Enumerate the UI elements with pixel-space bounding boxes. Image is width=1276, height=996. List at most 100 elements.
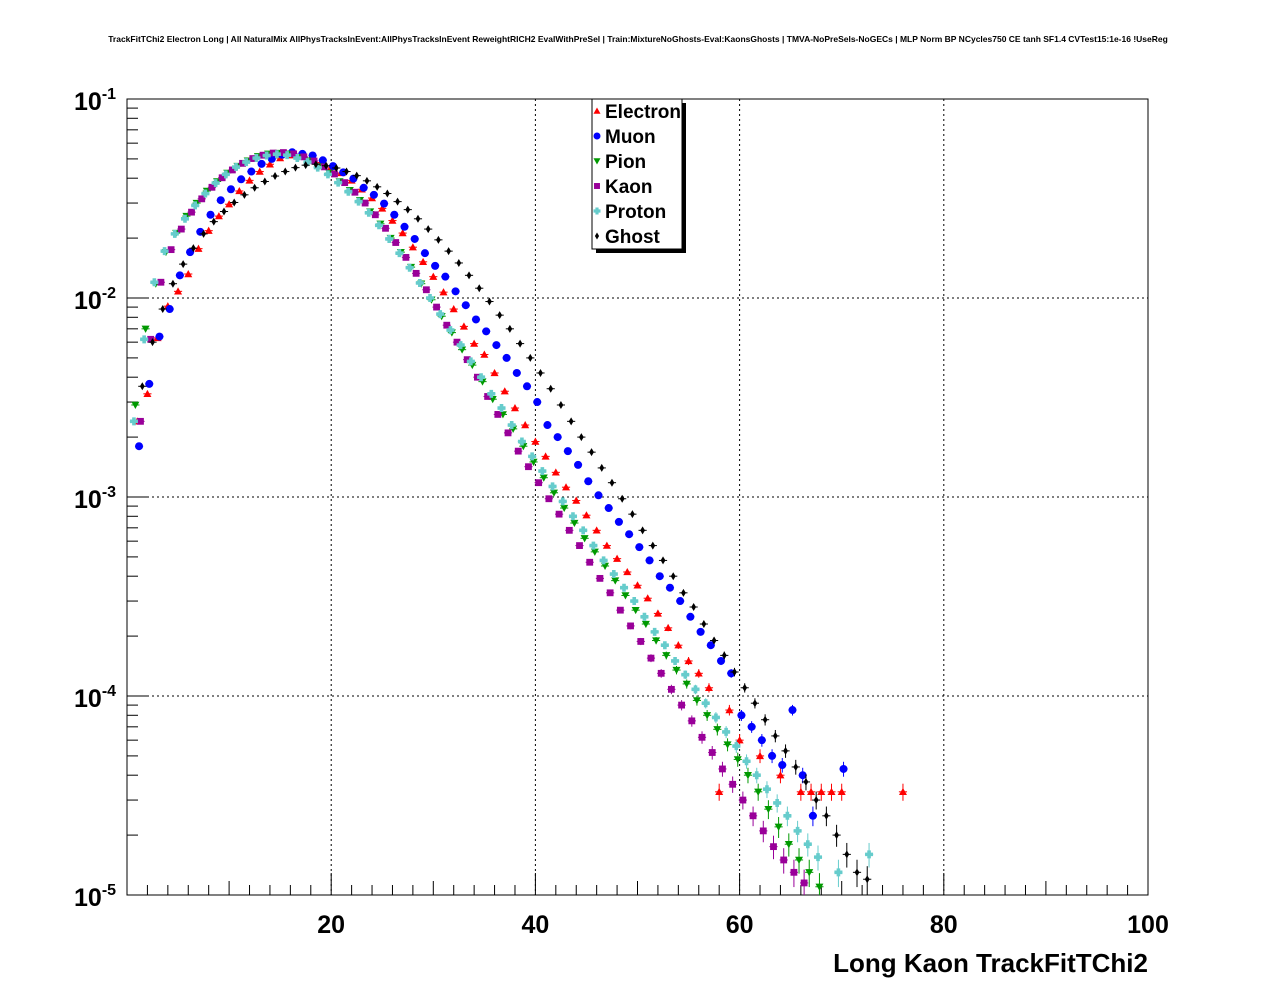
data-marker bbox=[420, 249, 429, 258]
data-marker bbox=[398, 229, 407, 237]
data-marker bbox=[732, 668, 737, 677]
data-marker bbox=[502, 353, 511, 362]
series-proton bbox=[129, 150, 874, 888]
y-tick-label: 10-3 bbox=[74, 484, 116, 514]
legend: Electron Muon Pion Kaon Proton Ghost bbox=[591, 98, 686, 253]
data-marker bbox=[676, 597, 685, 606]
data-marker bbox=[188, 208, 195, 216]
data-marker bbox=[512, 368, 521, 377]
data-marker bbox=[369, 190, 378, 199]
data-marker bbox=[653, 609, 662, 617]
data-marker bbox=[672, 666, 681, 675]
data-marker bbox=[754, 788, 763, 796]
data-marker bbox=[174, 287, 183, 295]
data-marker bbox=[807, 787, 816, 796]
data-marker bbox=[201, 229, 206, 238]
data-marker bbox=[641, 620, 650, 629]
data-marker bbox=[265, 160, 274, 168]
data-marker bbox=[621, 592, 630, 600]
data-marker bbox=[446, 247, 452, 256]
data-marker bbox=[150, 338, 155, 347]
data-marker bbox=[620, 583, 629, 592]
data-marker bbox=[395, 249, 404, 258]
legend-item-muon: Muon bbox=[593, 127, 656, 148]
x-tick-label: 100 bbox=[1127, 911, 1169, 939]
data-marker bbox=[594, 232, 600, 240]
data-marker bbox=[619, 494, 625, 503]
data-marker bbox=[854, 868, 860, 877]
data-marker bbox=[529, 458, 538, 466]
data-marker bbox=[711, 636, 717, 645]
data-marker bbox=[640, 526, 646, 535]
data-marker bbox=[703, 712, 712, 720]
data-marker bbox=[320, 163, 328, 171]
data-marker bbox=[664, 623, 673, 632]
data-marker bbox=[594, 183, 600, 189]
legend-label: Electron bbox=[605, 102, 681, 123]
data-marker bbox=[466, 357, 475, 366]
data-marker bbox=[549, 489, 558, 497]
data-marker bbox=[191, 201, 200, 210]
data-marker bbox=[507, 324, 513, 333]
data-marker bbox=[800, 879, 808, 887]
data-marker bbox=[694, 669, 703, 677]
data-marker bbox=[160, 305, 166, 314]
data-marker bbox=[548, 384, 554, 393]
data-marker bbox=[497, 404, 506, 413]
data-marker bbox=[667, 685, 675, 693]
data-marker bbox=[635, 543, 644, 552]
data-marker bbox=[523, 382, 532, 391]
legend-item-electron: Electron bbox=[593, 102, 681, 123]
data-marker bbox=[756, 751, 765, 760]
data-marker bbox=[255, 167, 264, 175]
data-marker bbox=[796, 787, 805, 796]
data-marker bbox=[439, 288, 448, 296]
data-marker bbox=[678, 701, 686, 709]
data-marker bbox=[490, 368, 499, 377]
data-marker bbox=[354, 197, 363, 206]
data-marker bbox=[206, 210, 215, 219]
data-marker bbox=[602, 541, 611, 549]
data-marker bbox=[708, 749, 716, 756]
data-marker bbox=[793, 826, 802, 835]
data-marker bbox=[757, 736, 766, 745]
data-marker bbox=[344, 167, 349, 176]
data-marker bbox=[451, 287, 460, 296]
data-marker bbox=[808, 811, 817, 820]
data-marker bbox=[604, 504, 613, 513]
data-marker bbox=[590, 548, 599, 556]
data-marker bbox=[443, 321, 451, 329]
data-marker bbox=[139, 382, 145, 391]
data-marker bbox=[599, 556, 608, 565]
data-marker bbox=[594, 491, 603, 500]
data-marker bbox=[837, 787, 846, 796]
data-marker bbox=[216, 196, 225, 205]
data-marker bbox=[535, 479, 543, 487]
data-marker bbox=[482, 327, 491, 336]
data-marker bbox=[359, 183, 368, 192]
data-marker bbox=[538, 368, 543, 377]
data-marker bbox=[280, 149, 287, 156]
data-marker bbox=[231, 198, 237, 207]
data-marker bbox=[194, 244, 203, 252]
data-marker bbox=[814, 853, 823, 862]
legend-item-ghost: Ghost bbox=[594, 227, 661, 248]
data-marker bbox=[385, 234, 394, 243]
data-marker bbox=[688, 717, 696, 725]
data-marker bbox=[170, 279, 176, 288]
data-marker bbox=[140, 335, 149, 344]
data-marker bbox=[137, 417, 144, 425]
data-marker bbox=[778, 761, 787, 770]
data-marker bbox=[627, 622, 634, 630]
series-muon bbox=[134, 148, 848, 827]
data-marker bbox=[283, 151, 292, 160]
data-marker bbox=[492, 341, 501, 350]
data-marker bbox=[803, 840, 812, 849]
data-marker bbox=[762, 715, 768, 724]
data-marker bbox=[798, 771, 807, 780]
data-marker bbox=[823, 811, 829, 820]
data-marker bbox=[682, 680, 691, 688]
data-marker bbox=[531, 437, 540, 445]
data-marker bbox=[211, 217, 217, 226]
data-marker bbox=[425, 225, 431, 234]
